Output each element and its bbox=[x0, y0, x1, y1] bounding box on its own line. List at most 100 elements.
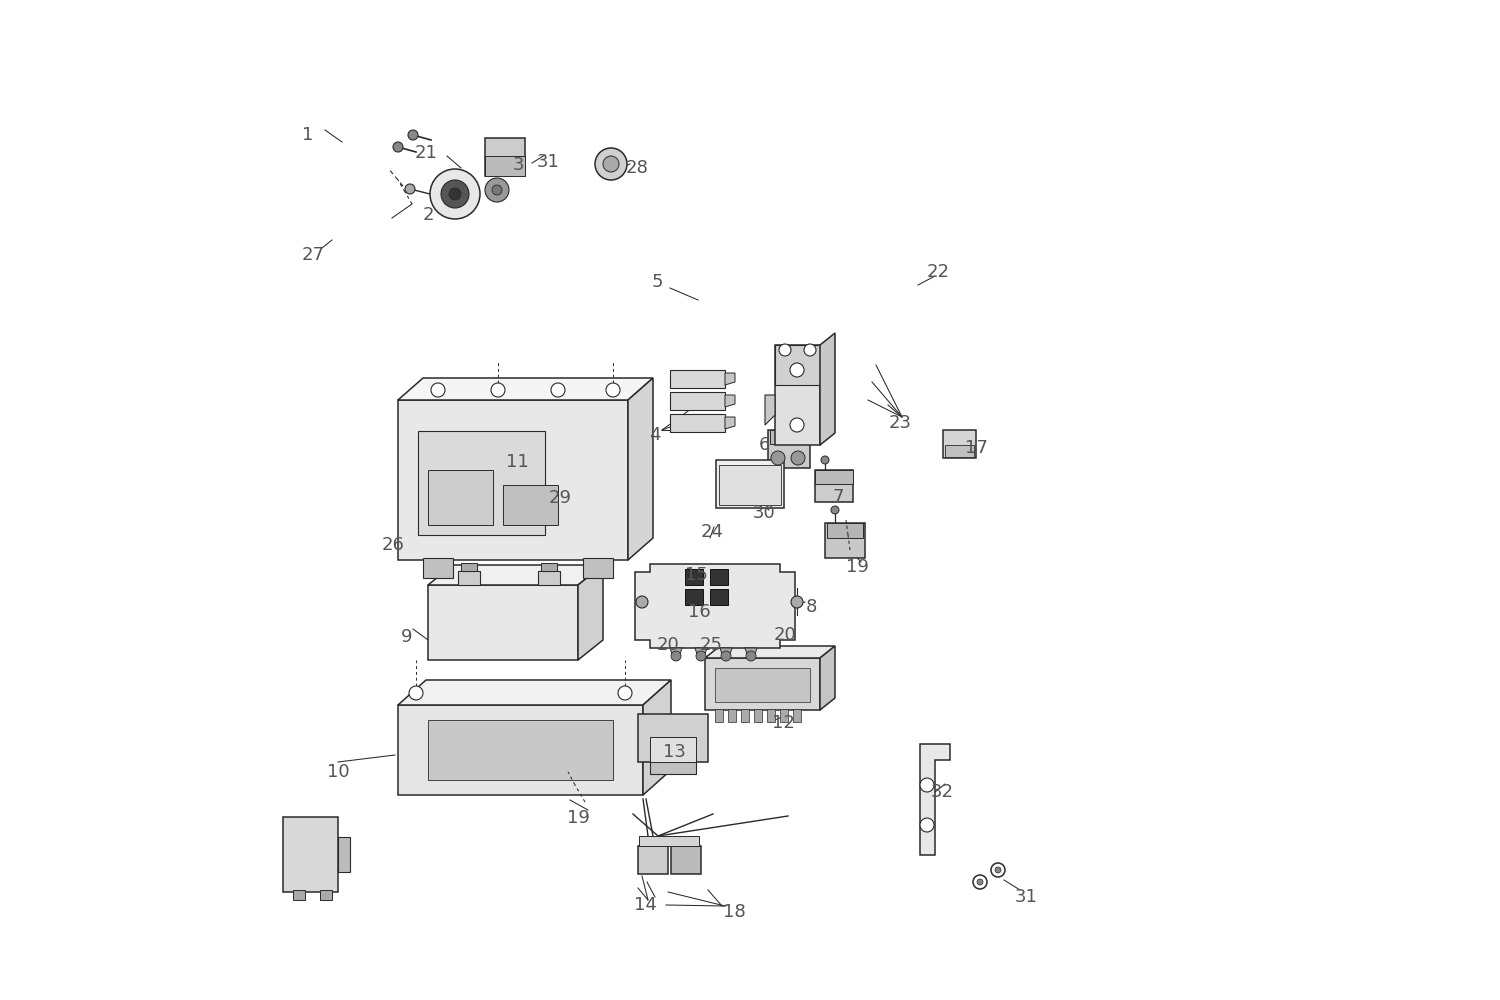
Polygon shape bbox=[628, 378, 652, 560]
Text: 23: 23 bbox=[888, 414, 912, 432]
Text: 31: 31 bbox=[537, 153, 560, 171]
Text: 14: 14 bbox=[633, 896, 657, 914]
Circle shape bbox=[821, 456, 830, 464]
Circle shape bbox=[790, 418, 804, 432]
Text: 10: 10 bbox=[327, 763, 350, 781]
Bar bbox=[815, 470, 854, 502]
Bar bbox=[639, 836, 699, 846]
Bar bbox=[460, 563, 477, 571]
Bar bbox=[398, 400, 628, 560]
Bar bbox=[427, 470, 494, 525]
Bar bbox=[638, 714, 708, 762]
Bar bbox=[427, 720, 614, 780]
Circle shape bbox=[430, 169, 480, 219]
Bar bbox=[710, 569, 728, 585]
Bar bbox=[503, 485, 558, 525]
Bar bbox=[650, 759, 696, 774]
Bar bbox=[670, 846, 700, 874]
Polygon shape bbox=[920, 744, 950, 855]
Text: 28: 28 bbox=[626, 159, 648, 177]
Bar bbox=[638, 846, 668, 874]
Text: 22: 22 bbox=[927, 263, 950, 281]
Text: 17: 17 bbox=[964, 439, 987, 457]
Circle shape bbox=[410, 686, 423, 700]
Bar bbox=[419, 431, 544, 535]
Bar bbox=[716, 709, 723, 722]
Circle shape bbox=[408, 130, 419, 140]
Circle shape bbox=[994, 867, 1000, 873]
Text: 30: 30 bbox=[753, 504, 776, 522]
Bar bbox=[710, 589, 728, 605]
Text: 8: 8 bbox=[806, 598, 816, 616]
Circle shape bbox=[606, 383, 619, 397]
Text: 25: 25 bbox=[699, 636, 723, 654]
Circle shape bbox=[696, 651, 706, 661]
Text: 4: 4 bbox=[650, 426, 660, 444]
Circle shape bbox=[992, 863, 1005, 877]
Polygon shape bbox=[644, 680, 670, 795]
Circle shape bbox=[430, 383, 445, 397]
Circle shape bbox=[831, 506, 839, 514]
Circle shape bbox=[790, 363, 804, 377]
Bar bbox=[705, 658, 821, 710]
Bar bbox=[815, 470, 854, 484]
Bar bbox=[766, 709, 776, 722]
Circle shape bbox=[636, 596, 648, 608]
Bar bbox=[427, 585, 578, 660]
Bar bbox=[398, 705, 644, 795]
Circle shape bbox=[490, 383, 506, 397]
Circle shape bbox=[771, 451, 784, 465]
Bar bbox=[538, 571, 560, 585]
Polygon shape bbox=[398, 378, 652, 400]
Text: 24: 24 bbox=[700, 523, 723, 541]
Text: 2: 2 bbox=[423, 206, 433, 224]
Circle shape bbox=[976, 879, 982, 885]
Bar bbox=[776, 345, 820, 385]
Bar bbox=[741, 709, 748, 722]
Polygon shape bbox=[705, 646, 836, 658]
Bar bbox=[458, 571, 480, 585]
Polygon shape bbox=[821, 646, 836, 710]
Text: 11: 11 bbox=[506, 453, 528, 471]
Text: 16: 16 bbox=[687, 603, 711, 621]
Circle shape bbox=[441, 180, 470, 208]
Text: 5: 5 bbox=[651, 273, 663, 291]
Bar bbox=[484, 156, 525, 176]
Polygon shape bbox=[670, 370, 724, 388]
Polygon shape bbox=[694, 648, 706, 660]
Circle shape bbox=[484, 178, 508, 202]
Text: 15: 15 bbox=[684, 566, 708, 584]
Bar bbox=[584, 558, 614, 578]
Bar bbox=[794, 709, 801, 722]
Circle shape bbox=[920, 778, 934, 792]
Text: 19: 19 bbox=[567, 809, 590, 827]
Polygon shape bbox=[670, 648, 682, 660]
Polygon shape bbox=[578, 565, 603, 660]
Bar bbox=[284, 817, 338, 892]
Circle shape bbox=[974, 875, 987, 889]
Circle shape bbox=[746, 651, 756, 661]
Circle shape bbox=[804, 344, 816, 356]
Circle shape bbox=[790, 451, 806, 465]
Bar bbox=[716, 460, 784, 508]
Circle shape bbox=[618, 686, 632, 700]
Polygon shape bbox=[720, 648, 732, 660]
Bar bbox=[686, 589, 703, 605]
Text: 20: 20 bbox=[657, 636, 680, 654]
Bar bbox=[292, 890, 304, 900]
Polygon shape bbox=[634, 564, 795, 648]
Polygon shape bbox=[746, 648, 758, 660]
Polygon shape bbox=[765, 395, 776, 425]
Text: 19: 19 bbox=[846, 558, 868, 576]
Bar bbox=[686, 569, 703, 585]
Polygon shape bbox=[670, 392, 724, 410]
Bar bbox=[944, 430, 976, 458]
Text: 21: 21 bbox=[414, 144, 438, 162]
Text: 13: 13 bbox=[663, 743, 686, 761]
Bar bbox=[776, 345, 820, 445]
Polygon shape bbox=[427, 565, 603, 585]
Bar bbox=[423, 558, 453, 578]
Text: 18: 18 bbox=[723, 903, 746, 921]
Bar bbox=[827, 523, 862, 538]
Bar bbox=[484, 138, 525, 176]
